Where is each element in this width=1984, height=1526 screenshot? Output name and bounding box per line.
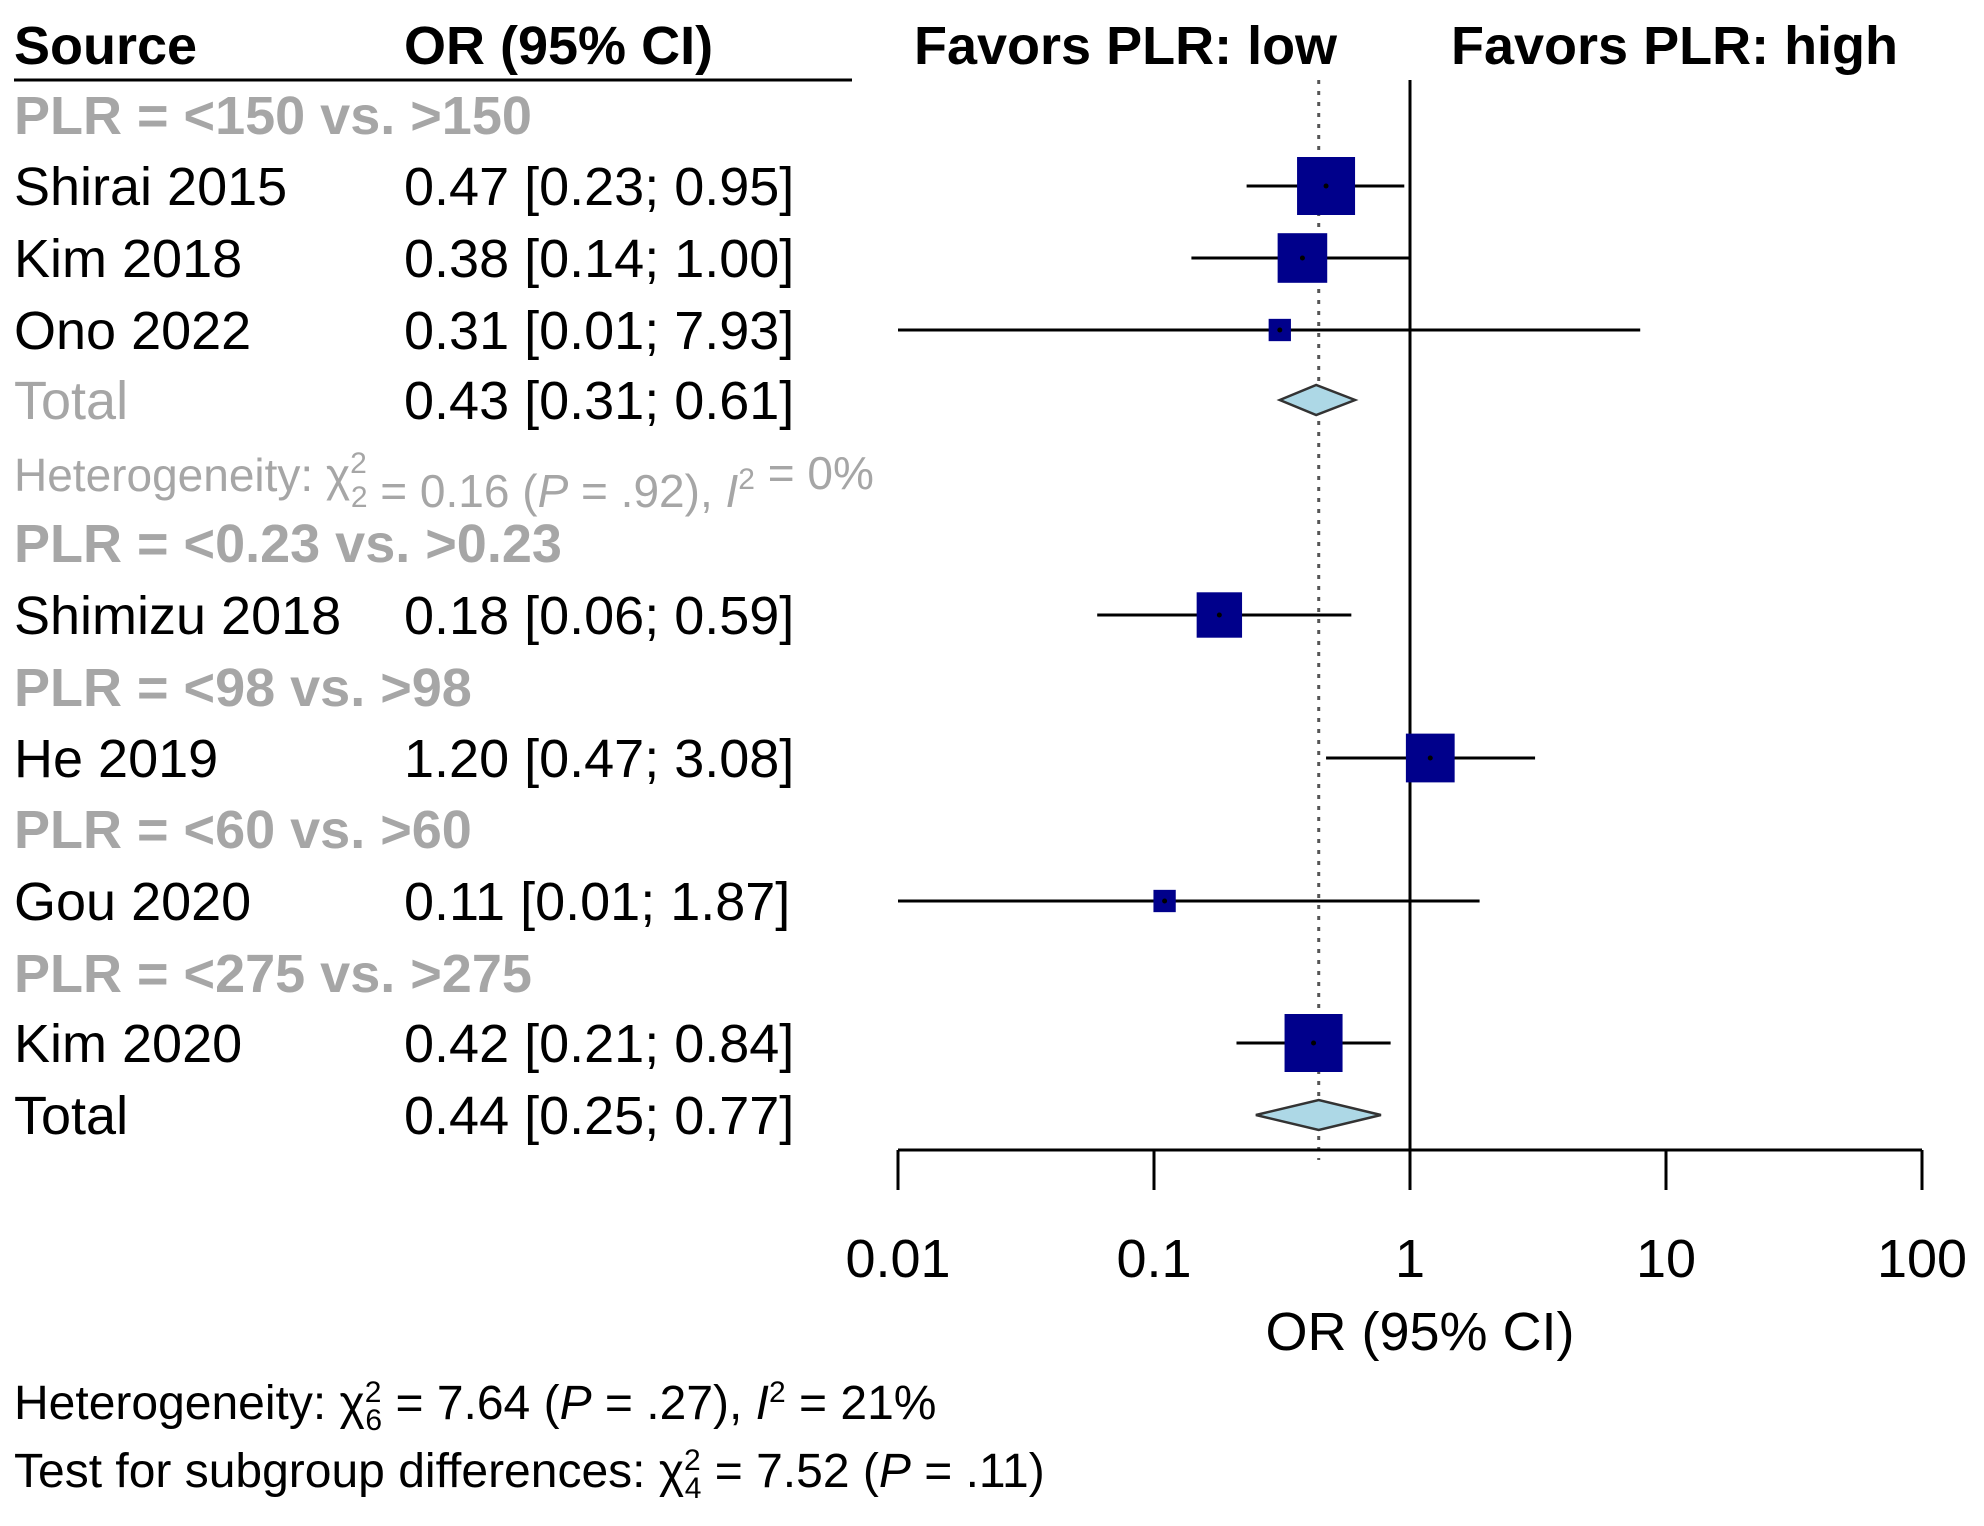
header-estimate: OR (95% CI) [404,16,713,76]
x-tick-label: 1 [1395,1229,1425,1289]
header-favors-high: Favors PLR: high [1451,16,1898,76]
subgroup-label: PLR = <275 vs. >275 [14,944,532,1004]
subgroup-label: PLR = <150 vs. >150 [14,86,532,146]
point-estimate [1427,755,1433,761]
subgroup-label: PLR = <0.23 vs. >0.23 [14,514,562,574]
study-estimate: 0.11 [0.01; 1.87] [404,872,790,932]
point-estimate [1299,255,1305,261]
point-estimate [1162,898,1168,904]
study-label: Gou 2020 [14,872,251,932]
subtotal-estimate: 0.43 [0.31; 0.61] [404,371,794,431]
footer-subgroup-test: Test for subgroup differences: χ24 = 7.5… [14,1444,1045,1505]
x-axis-label: OR (95% CI) [1265,1302,1574,1362]
header-source: Source [14,16,197,76]
footer-heterogeneity: Heterogeneity: χ26 = 7.64 (P = .27), I2 … [14,1376,937,1437]
study-estimate: 1.20 [0.47; 3.08] [404,729,794,789]
subgroup-label: PLR = <98 vs. >98 [14,658,472,718]
study-label: Shimizu 2018 [14,586,341,646]
header-row: Source OR (95% CI) Favors PLR: low Favor… [14,16,1898,82]
point-estimate [1323,183,1329,189]
subtotal-label: Total [14,371,128,431]
total-estimate: 0.44 [0.25; 0.77] [404,1086,794,1146]
subgroup-label: PLR = <60 vs. >60 [14,800,472,860]
total-label: Total [14,1086,128,1146]
study-label: Ono 2022 [14,301,251,361]
forest-rows: PLR = <150 vs. >150 Shirai 2015 0.47 [0.23… [14,86,1641,1146]
x-tick-label: 10 [1636,1229,1696,1289]
point-estimate [1311,1040,1317,1046]
x-axis: 0.01 0.1 1 10 100 OR (95% CI) [845,1148,1967,1362]
x-tick-label: 100 [1877,1229,1967,1289]
total-diamond [1255,1098,1382,1132]
study-estimate: 0.47 [0.23; 0.95] [404,157,794,217]
subgroup-heterogeneity: Heterogeneity: χ2 2 = 0.16 (P = .92), I2 … [14,447,874,517]
header-favors-low: Favors PLR: low [914,16,1338,76]
study-estimate: 0.38 [0.14; 1.00] [404,229,794,289]
x-tick-label: 0.01 [845,1229,950,1289]
point-estimate [1216,612,1222,618]
study-label: He 2019 [14,729,218,789]
point-estimate [1277,327,1283,333]
study-estimate: 0.18 [0.06; 0.59] [404,586,794,646]
study-estimate: 0.31 [0.01; 7.93] [404,301,794,361]
study-label: Shirai 2015 [14,157,287,217]
subtotal-diamond [1276,383,1359,417]
x-tick-label: 0.1 [1116,1229,1191,1289]
study-label: Kim 2018 [14,229,242,289]
study-label: Kim 2020 [14,1014,242,1074]
guide-lines [1317,80,1412,1160]
study-estimate: 0.42 [0.21; 0.84] [404,1014,794,1074]
